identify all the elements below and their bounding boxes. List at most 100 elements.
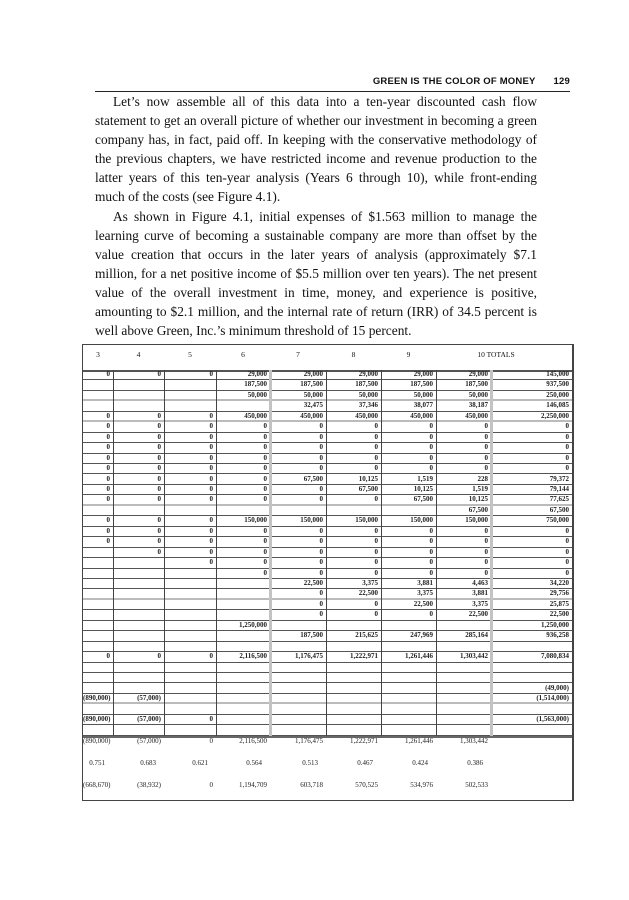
table-row: 0 22,500 3,375 3,881 29,756 bbox=[83, 589, 572, 600]
table-row: 0 0 0 0 0 0 bbox=[83, 569, 572, 579]
paragraph: Let’s now assemble all of this data into… bbox=[95, 94, 537, 205]
table-cell bbox=[113, 621, 164, 630]
table-cell bbox=[381, 694, 436, 702]
table-cell: 0 bbox=[209, 464, 214, 473]
table-cell: 450,000 bbox=[410, 411, 433, 420]
column-divider bbox=[164, 370, 165, 736]
table-cell bbox=[436, 725, 491, 734]
table-row: 0 0 22,500 3,375 25,875 bbox=[83, 600, 572, 611]
table-cell: 0 bbox=[209, 516, 214, 525]
table-cell: (57,000) bbox=[137, 714, 161, 723]
table-cell: 67,500 bbox=[468, 505, 488, 514]
table-cell: 0 bbox=[263, 443, 268, 452]
table-cell: 0 bbox=[106, 464, 111, 473]
table-cell: 0 bbox=[319, 495, 324, 504]
table-cell: 1,519 bbox=[472, 484, 488, 493]
table-cell: 0 bbox=[319, 537, 324, 546]
table-cell: (1,563,000) bbox=[536, 714, 569, 723]
table-cell bbox=[436, 621, 491, 630]
table-cell: 0 bbox=[429, 547, 434, 556]
summary-cell: 0.513 bbox=[302, 759, 318, 767]
table-cell: 0 bbox=[565, 453, 570, 462]
table-cell: 0 bbox=[484, 537, 489, 546]
table-cell: 0 bbox=[565, 547, 570, 556]
table-cell bbox=[113, 663, 164, 672]
table-cell bbox=[216, 684, 270, 693]
table-cell bbox=[113, 673, 164, 682]
table-cell bbox=[113, 579, 164, 588]
table-cell: 0 bbox=[106, 411, 111, 420]
table-row: (890,000) (57,000) (1,514,000) bbox=[83, 694, 572, 705]
summary-cell: 502,533 bbox=[465, 781, 488, 789]
table-cell bbox=[83, 610, 113, 619]
table-cell: 0 bbox=[157, 432, 162, 441]
table-cell bbox=[113, 401, 164, 410]
summary-cell: (890,000) bbox=[83, 737, 111, 745]
table-row: 0 0 0 0 0 0 67,500 10,125 77,625 bbox=[83, 495, 572, 506]
table-cell: 0 bbox=[374, 568, 379, 577]
table-row: 0 0 0 0 0 0 0 0 bbox=[83, 547, 572, 559]
table-cell: 0 bbox=[429, 537, 434, 546]
table-cell bbox=[381, 621, 436, 630]
table-cell bbox=[326, 506, 381, 515]
table-cell: 0 bbox=[374, 558, 379, 567]
summary-cell: 2,116,500 bbox=[239, 737, 267, 745]
table-cell: 10,125 bbox=[468, 495, 488, 504]
table-cell: 0 bbox=[157, 411, 162, 420]
table-cell: 0 bbox=[263, 495, 268, 504]
table-cell bbox=[164, 631, 216, 640]
table-cell bbox=[83, 631, 113, 640]
table-cell: 10,125 bbox=[358, 474, 378, 483]
cash-flow-table: 3 4 5 6 7 8 9 10 TOTALS 0 0 0 29,000 29,000 29,000 29… bbox=[82, 344, 574, 801]
table-cell bbox=[83, 704, 113, 713]
table-cell bbox=[164, 621, 216, 630]
table-cell bbox=[381, 642, 436, 651]
table-cell: 1,250,000 bbox=[541, 620, 569, 629]
table-cell: 1,222,971 bbox=[350, 652, 378, 661]
table-cell: 150,000 bbox=[244, 516, 267, 525]
column-divider bbox=[216, 370, 217, 736]
table-cell: 29,000 bbox=[358, 370, 378, 378]
table-cell: 0 bbox=[374, 526, 379, 535]
table-cell: 22,500 bbox=[358, 589, 378, 598]
table-cell bbox=[326, 715, 381, 724]
table-cell: 0 bbox=[319, 558, 324, 567]
table-cell: 0 bbox=[209, 714, 214, 723]
table-cell: 0 bbox=[484, 432, 489, 441]
table-cell: 215,625 bbox=[355, 631, 378, 640]
table-cell bbox=[326, 704, 381, 713]
table-cell: 0 bbox=[429, 568, 434, 577]
table-cell: 22,500 bbox=[303, 579, 323, 587]
table-cell: 0 bbox=[374, 537, 379, 546]
table-cell bbox=[216, 631, 270, 640]
table-cell: 0 bbox=[565, 558, 570, 567]
table-cell bbox=[216, 506, 270, 515]
column-header: 8 bbox=[351, 350, 356, 359]
table-cell bbox=[113, 506, 164, 515]
table-cell: 937,500 bbox=[546, 380, 569, 389]
table-cell: 79,144 bbox=[549, 484, 569, 493]
table-cell: 0 bbox=[157, 495, 162, 504]
table-cell: 0 bbox=[319, 589, 324, 598]
table-cell bbox=[326, 684, 381, 693]
table-cell bbox=[164, 391, 216, 399]
table-cell bbox=[164, 694, 216, 702]
table-cell: 0 bbox=[429, 422, 434, 431]
table-cell bbox=[113, 569, 164, 578]
table-cell: 0 bbox=[319, 443, 324, 452]
table-cell: 0 bbox=[319, 610, 324, 619]
table-cell: 0 bbox=[319, 547, 324, 556]
table-cell: 0 bbox=[565, 443, 570, 452]
table-cell bbox=[491, 704, 572, 713]
table-cell: 0 bbox=[374, 432, 379, 441]
column-header: 5 bbox=[188, 350, 192, 359]
table-cell: 2,250,000 bbox=[541, 411, 569, 420]
table-cell bbox=[270, 621, 326, 630]
table-cell bbox=[491, 673, 572, 682]
summary-row: (668,670) (38,932) 0 1,194,709 603,718 570,52… bbox=[83, 781, 572, 793]
table-row: 0 0 0 0 0 0 0 0 0 bbox=[83, 537, 572, 548]
table-cell: 1,519 bbox=[417, 474, 433, 483]
table-cell bbox=[113, 725, 164, 734]
table-cell: 0 bbox=[157, 484, 162, 493]
table-cell: 0 bbox=[263, 568, 268, 577]
